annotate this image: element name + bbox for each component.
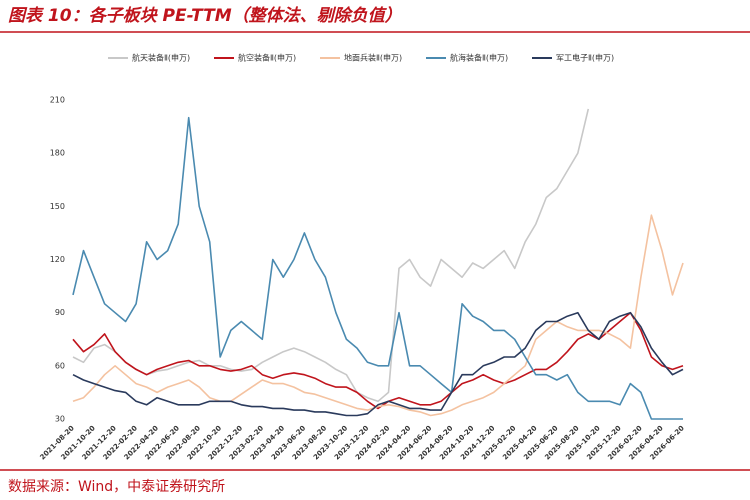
series-line (72, 108, 590, 403)
chart-title: 图表 10：各子板块 PE-TTM（整体法、剔除负值） (8, 6, 402, 26)
y-tick-label: 210 (50, 96, 65, 105)
series-line (72, 214, 684, 417)
y-tick-label: 90 (55, 308, 65, 317)
legend-label: 航天装备Ⅱ(申万) (132, 53, 190, 63)
series-line (72, 311, 684, 417)
legend-label: 航海装备Ⅱ(申万) (450, 53, 508, 63)
legend-label: 军工电子Ⅱ(申万) (556, 53, 614, 63)
series-line (72, 116, 683, 420)
y-tick-label: 150 (50, 202, 65, 211)
y-tick-label: 120 (50, 255, 65, 264)
series-line (72, 311, 684, 410)
y-tick-label: 30 (55, 415, 65, 424)
legend-label: 航空装备Ⅱ(申万) (238, 53, 296, 63)
y-tick-label: 180 (50, 149, 65, 158)
legend-label: 地面兵装Ⅱ(申万) (344, 53, 402, 63)
source: 数据来源：Wind，中泰证券研究所 (8, 479, 225, 495)
y-tick-label: 60 (55, 361, 65, 370)
